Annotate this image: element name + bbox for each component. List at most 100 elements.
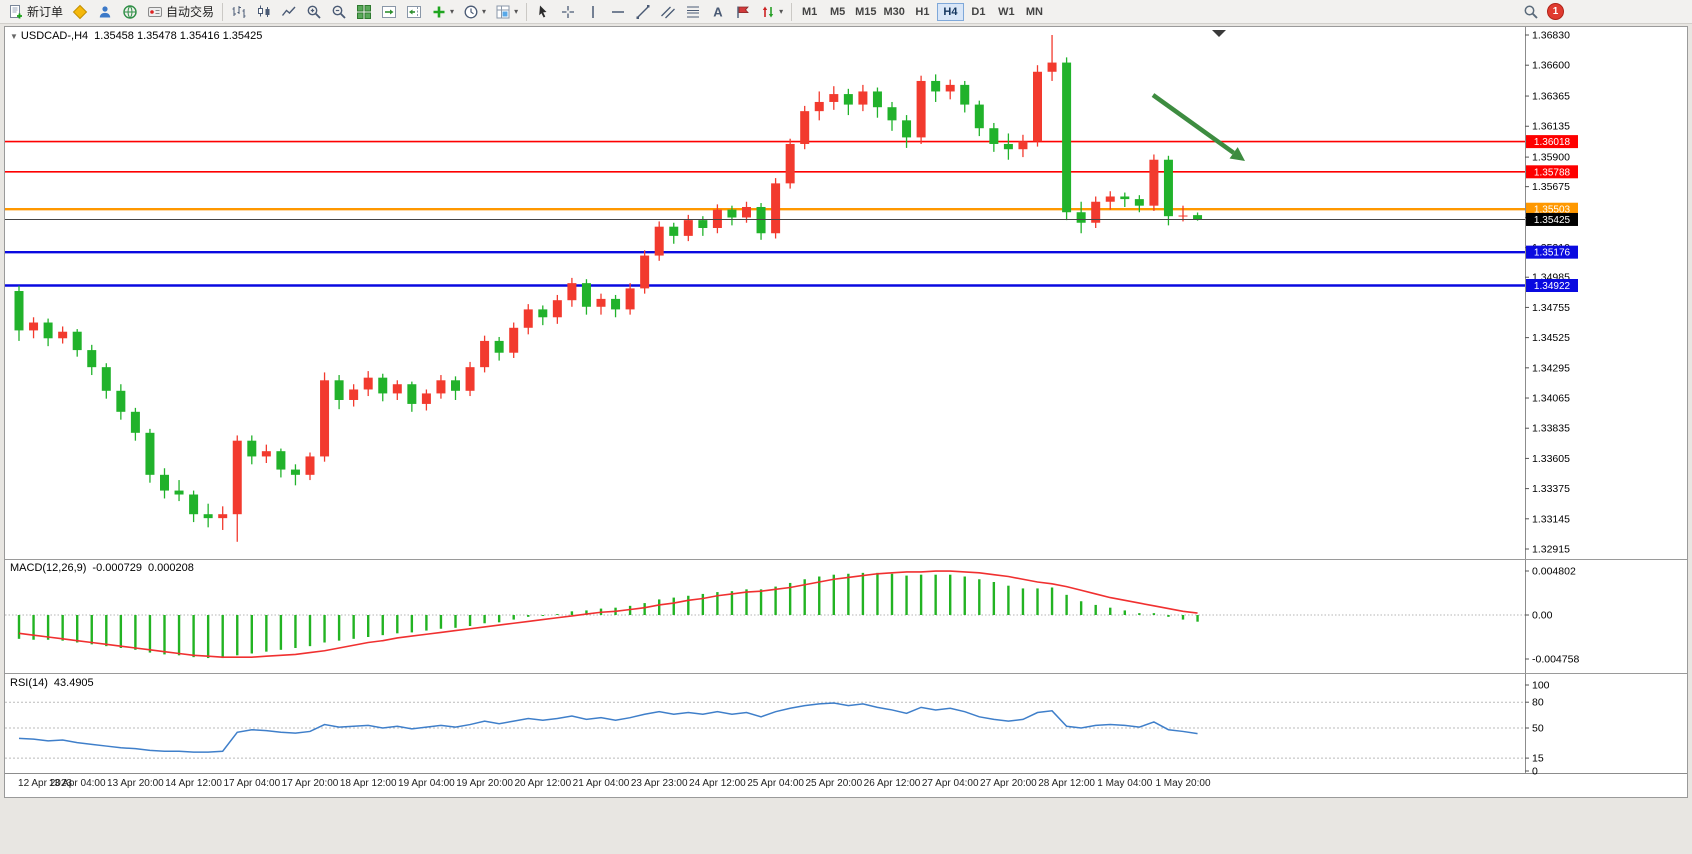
- candle-body: [698, 220, 708, 228]
- time-axis-label: 13 Apr 04:00: [49, 778, 106, 789]
- time-axis-label: 26 Apr 12:00: [864, 778, 921, 789]
- bar-chart-button[interactable]: [227, 0, 251, 24]
- vertical-line-icon: [592, 5, 594, 18]
- candle-body: [712, 209, 722, 228]
- timeframe-mn[interactable]: MN: [1021, 3, 1048, 21]
- timeframe-m30[interactable]: M30: [881, 3, 908, 21]
- candle-body: [261, 451, 271, 457]
- candle-body: [887, 107, 897, 121]
- fibonacci-button[interactable]: [681, 0, 705, 24]
- text-label-button[interactable]: [731, 0, 755, 24]
- new-order-button[interactable]: 新订单: [4, 0, 67, 24]
- price-tick-label: 1.33145: [1532, 513, 1570, 525]
- rsi-line: [18, 702, 1198, 753]
- time-axis-label: 18 Apr 12:00: [340, 778, 397, 789]
- periods-button[interactable]: ▾: [459, 0, 490, 24]
- arrows-button[interactable]: ▾: [756, 0, 787, 24]
- annotation-arrow-shaft: [1151, 93, 1235, 155]
- profile-button[interactable]: [93, 0, 117, 24]
- current-price-box: [1526, 212, 1578, 226]
- candle-body: [392, 384, 402, 394]
- candle-body: [1178, 215, 1188, 217]
- price-chart-svg[interactable]: 1.36830 1.36600 1.36365 1.36135 1.35900 1.356…: [5, 27, 1687, 797]
- timeframe-w1[interactable]: W1: [993, 3, 1020, 21]
- ohlc-values: 1.35458 1.35478 1.35416 1.35425: [94, 30, 263, 42]
- candle-body: [1018, 141, 1028, 150]
- candle-body: [974, 104, 984, 129]
- crosshair-button[interactable]: [556, 0, 580, 24]
- candle-body: [567, 283, 577, 301]
- zoom-out-button[interactable]: [327, 0, 351, 24]
- candle-body: [145, 432, 155, 475]
- candle-body: [87, 350, 97, 368]
- candle-body: [1047, 62, 1057, 72]
- svg-text:1.36018: 1.36018: [1534, 137, 1571, 148]
- candle-body: [538, 309, 548, 318]
- chart-shift-button[interactable]: [402, 0, 426, 24]
- zoom-out-icon: [332, 5, 346, 19]
- notification-badge[interactable]: 1: [1547, 3, 1564, 20]
- trendline-button[interactable]: [631, 0, 655, 24]
- vertical-line-button[interactable]: [581, 0, 605, 24]
- auto-trading-label: 自动交易: [166, 5, 215, 19]
- indicators-button[interactable]: ▾: [427, 0, 458, 24]
- candle-body: [436, 380, 446, 394]
- candle-body: [1149, 159, 1159, 206]
- rsi-panel-title: RSI(14) 43.4905: [10, 677, 100, 689]
- horizontal-line-button[interactable]: [606, 0, 630, 24]
- candle-body: [451, 380, 460, 391]
- chevron-down-icon: ▾: [482, 6, 487, 16]
- chart-window: 1.36830 1.36600 1.36365 1.36135 1.35900 1.356…: [4, 26, 1688, 798]
- timeframe-m1[interactable]: M1: [796, 3, 823, 21]
- candle-body: [1105, 196, 1115, 202]
- bar-chart-icon: [232, 5, 246, 18]
- tile-windows-button[interactable]: [352, 0, 376, 24]
- rsi-value: 43.4905: [53, 677, 94, 689]
- text-tool-button[interactable]: A: [706, 0, 730, 24]
- price-tick-label: 1.34525: [1532, 332, 1570, 344]
- timeframe-d1[interactable]: D1: [965, 3, 992, 21]
- candle-body: [421, 393, 431, 404]
- candle-body: [523, 309, 533, 328]
- svg-text:50: 50: [1532, 723, 1544, 735]
- zoom-in-button[interactable]: [302, 0, 326, 24]
- timeframe-h4[interactable]: H4: [936, 2, 964, 21]
- candle-body: [218, 514, 228, 519]
- chart-quick-nav-icon[interactable]: ▼: [10, 32, 18, 41]
- candle-body: [29, 322, 39, 331]
- svg-text:0: 0: [1532, 766, 1538, 778]
- time-axis-label: 17 Apr 04:00: [223, 778, 280, 789]
- candle-body: [276, 451, 286, 470]
- level-price-box: [1526, 279, 1578, 293]
- chevron-down-icon: ▾: [450, 6, 455, 16]
- candlestick-chart-button[interactable]: [252, 0, 276, 24]
- timeframe-m5[interactable]: M5: [824, 3, 851, 21]
- auto-trading-button[interactable]: 自动交易: [143, 0, 218, 24]
- time-axis-label: 25 Apr 20:00: [805, 778, 862, 789]
- price-tick-label: 1.34295: [1532, 362, 1570, 374]
- equidistant-channel-icon: [661, 6, 676, 18]
- svg-text:1.35425: 1.35425: [1534, 215, 1571, 226]
- text-tool-icon: A: [713, 4, 723, 19]
- candle-body: [14, 291, 24, 331]
- templates-button[interactable]: ▾: [491, 0, 522, 24]
- candle-body: [407, 384, 417, 404]
- cursor-button[interactable]: [531, 0, 555, 24]
- line-chart-button[interactable]: [277, 0, 301, 24]
- search-icon[interactable]: [1523, 4, 1539, 20]
- candle-body: [800, 111, 810, 144]
- mql-market-button[interactable]: [68, 0, 92, 24]
- candle-body: [785, 143, 795, 184]
- price-tick-label: 1.32915: [1532, 544, 1570, 556]
- candle-body: [931, 80, 941, 92]
- candle-body: [625, 288, 635, 310]
- time-axis-label: 19 Apr 20:00: [456, 778, 513, 789]
- timeframe-h1[interactable]: H1: [909, 3, 936, 21]
- community-button[interactable]: [118, 0, 142, 24]
- timeframe-m15[interactable]: M15: [852, 3, 879, 21]
- time-axis-label: 27 Apr 04:00: [922, 778, 979, 789]
- svg-text:100: 100: [1532, 680, 1550, 692]
- auto-scroll-button[interactable]: [377, 0, 401, 24]
- equidistant-channel-button[interactable]: [656, 0, 680, 24]
- time-axis-label: 12 Apr 2023: [18, 778, 72, 789]
